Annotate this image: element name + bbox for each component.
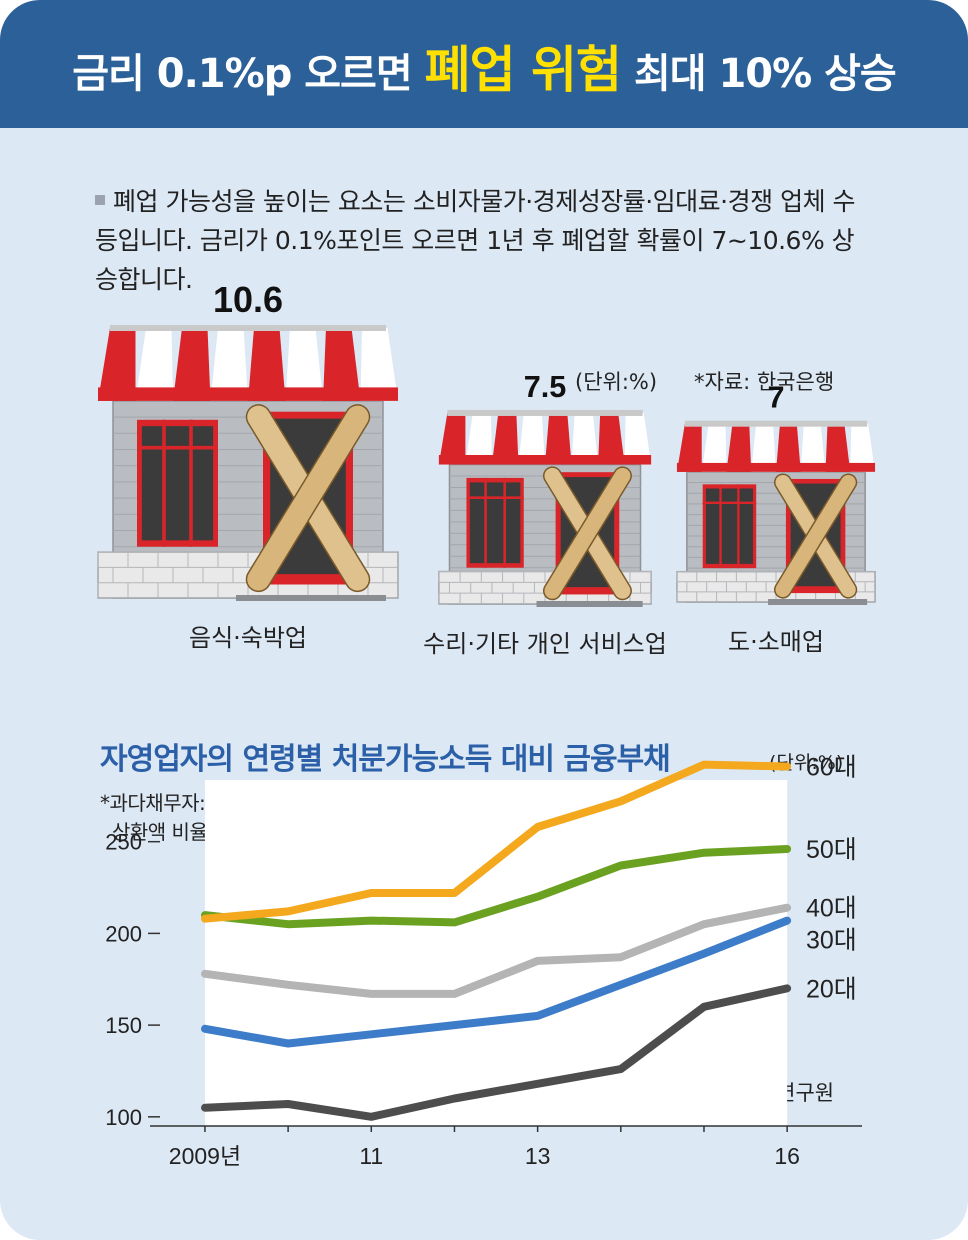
title-highlight: 폐업 위험 xyxy=(424,41,622,99)
store-category-label: 음식·숙박업 xyxy=(189,624,307,652)
series-label: 40대 xyxy=(806,895,857,923)
plot-area xyxy=(204,780,788,1126)
series-label: 50대 xyxy=(806,836,857,864)
top-chart-source: *자료: 한국은행 xyxy=(694,370,835,394)
top-chart-unit: (단위:%) xyxy=(575,370,658,394)
store-value-label: 7.5 xyxy=(524,370,567,404)
page-title: 금리 0.1%p 오르면 폐업 위험 최대 10% 상승 xyxy=(0,30,968,102)
title-suffix: 최대 10% 상승 xyxy=(621,51,897,97)
title-prefix: 금리 0.1%p 오르면 xyxy=(72,51,425,97)
series-line xyxy=(201,916,792,1048)
y-tick-label: 200 xyxy=(105,921,142,946)
y-tick-label: 250 xyxy=(105,830,142,855)
header-bar xyxy=(0,0,968,128)
series-line xyxy=(201,903,792,998)
y-tick-label: 150 xyxy=(105,1013,142,1038)
store-category-label: 수리·기타 개인 서비스업 xyxy=(423,630,667,658)
series-label: 20대 xyxy=(806,975,857,1003)
store-icon xyxy=(97,325,399,601)
series-line xyxy=(201,845,792,929)
intro-text: 폐업 가능성을 높이는 요소는 소비자물가·경제성장률·임대료·경쟁 업체 수 … xyxy=(95,187,856,294)
series-label: 30대 xyxy=(806,927,857,955)
series-line xyxy=(201,760,792,923)
x-tick-label: 16 xyxy=(774,1143,800,1169)
intro-paragraph: 폐업 가능성을 높이는 요소는 소비자물가·경제성장률·임대료·경쟁 업체 수 … xyxy=(95,182,875,299)
store-bar-chart: 10.6 음식·숙박업 7.5 수리·기타 개인 서비스업 7 도·소매업 xyxy=(97,279,876,658)
line-chart-title: 자영업자의 연령별 처분가능소득 대비 금융부채 xyxy=(100,742,671,777)
series-line xyxy=(201,984,792,1121)
bullet-square-icon xyxy=(95,195,105,205)
store-value-label: 10.6 xyxy=(213,279,283,320)
store-value-label: 7 xyxy=(767,381,784,415)
store-icon xyxy=(438,409,652,607)
x-tick-label: 11 xyxy=(359,1143,383,1169)
y-tick-label: 100 xyxy=(105,1105,142,1130)
store-icon xyxy=(676,420,876,605)
x-tick-label: 2009년 xyxy=(169,1143,241,1169)
x-tick-label: 13 xyxy=(525,1143,551,1169)
store-category-label: 도·소매업 xyxy=(728,628,824,656)
series-label: 60대 xyxy=(806,753,857,781)
